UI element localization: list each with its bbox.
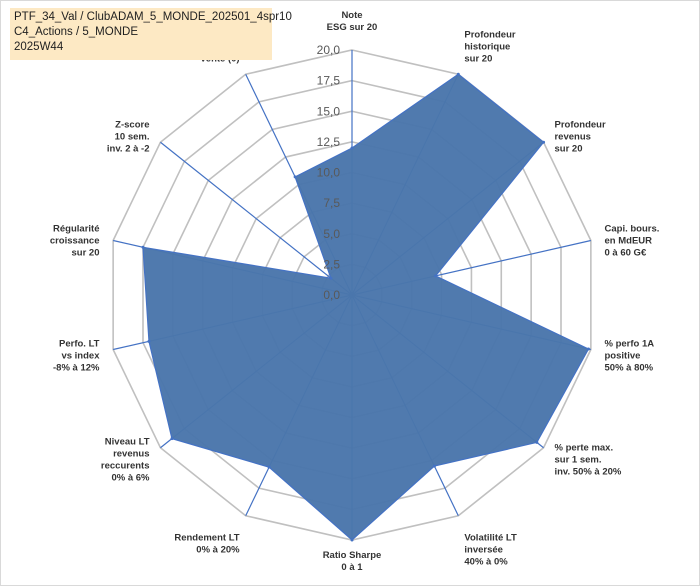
tick-label: 12,5 [317, 135, 341, 149]
tick-label: 10,0 [317, 166, 341, 180]
axis-label-line: historique [464, 42, 510, 53]
title-line-1: PTF_34_Val / ClubADAM_5_MONDE_202501_4sp… [14, 11, 292, 23]
axis-label-line: Z-score [115, 120, 149, 131]
axis-label-line: sur 20 [554, 144, 582, 155]
axis-label: Capi. bours. en MdEUR 0 à 60 G€ [605, 223, 660, 258]
axis-label: Z-score 10 sem. inv. 2 à -2 [107, 120, 150, 155]
data-point [456, 72, 460, 76]
axis-label-line: % perte max. [554, 442, 613, 453]
axis-label-line: Profondeur [464, 30, 515, 41]
axis-label: Niveau LT revenus reccurents 0% à 6% [101, 436, 150, 483]
data-point [141, 245, 145, 249]
radial-tick-labels: 0,0 2,5 5,0 7,5 10,0 12,5 15,0 17,5 20,0 [317, 43, 341, 302]
axis-label-line: revenus [554, 132, 590, 143]
axis-label-line: sur 20 [71, 247, 99, 258]
axis-label-line: revenus [113, 448, 149, 459]
axis-label: % perfo 1A positive 50% à 80% [605, 339, 655, 374]
axis-label-line: croissance [50, 235, 100, 246]
axis-label-line: 10 sem. [115, 132, 150, 143]
axis-label-line: % perfo 1A [605, 339, 655, 350]
axis-label: Perfo. LT vs index -8% à 12% [53, 339, 100, 374]
axis-label-line: Niveau LT [105, 436, 150, 447]
data-point [542, 140, 546, 144]
axis-label-line: reccurents [101, 460, 150, 471]
data-point [434, 274, 438, 278]
title-line-2: C4_Actions / 5_MONDE [14, 26, 138, 38]
axis-label-line: Volatilité LT [464, 532, 517, 543]
axis-label-line: 40% à 0% [464, 556, 508, 567]
axis-label-line: -8% à 12% [53, 363, 100, 374]
tick-label: 15,0 [317, 104, 341, 118]
data-point [350, 146, 354, 150]
data-point [293, 175, 297, 179]
axis-label-line: Ratio Sharpe [323, 550, 382, 561]
title-line-3: 2025W44 [14, 41, 64, 53]
series-area [142, 73, 590, 541]
axis-label-line: vs index [61, 351, 100, 362]
axis-label: Note ESG sur 20 [327, 10, 378, 33]
axis-label: Volatilité LT inversée 40% à 0% [464, 532, 517, 567]
chart-title-box: PTF_34_Val / ClubADAM_5_MONDE_202501_4sp… [10, 8, 292, 60]
axis-label-line: 0% à 6% [111, 472, 150, 483]
axis-label-line: Profondeur [554, 120, 605, 131]
radar-series [141, 72, 590, 542]
data-point [267, 465, 271, 469]
data-point [586, 347, 590, 351]
tick-label: 0,0 [323, 288, 340, 302]
tick-label: 20,0 [317, 43, 341, 57]
axis-label-line: Capi. bours. [605, 223, 660, 234]
axis-label-line: inversée [464, 544, 503, 555]
data-point [432, 464, 436, 468]
axis-label: Régularité croissance sur 20 [50, 223, 100, 258]
axis-label: Rendement LT 0% à 20% [174, 532, 240, 555]
axis-label-line: inv. 50% à 20% [554, 466, 621, 477]
data-point [535, 440, 539, 444]
axis-label-line: Rendement LT [174, 532, 239, 543]
axis-label-line: sur 20 [464, 54, 492, 65]
axis-label: Ratio Sharpe 0 à 1 [323, 550, 382, 573]
tick-label: 17,5 [317, 74, 341, 88]
tick-label: 7,5 [323, 196, 340, 210]
data-point [329, 276, 333, 280]
axis-label-line: sur 1 sem. [554, 454, 601, 465]
axis-label-line: 0 à 60 G€ [605, 247, 647, 258]
tick-label: 5,0 [323, 227, 340, 241]
axis-label-line: en MdEUR [605, 235, 653, 246]
axis-spoke [160, 141, 353, 296]
axis-label-line: ESG sur 20 [327, 22, 378, 33]
axis-label-line: Perfo. LT [59, 339, 100, 350]
tick-label: 2,5 [323, 257, 340, 271]
axis-label: Profondeur historique sur 20 [464, 30, 515, 65]
axis-label-line: 50% à 80% [605, 363, 654, 374]
axis-label: % perte max. sur 1 sem. inv. 50% à 20% [554, 442, 621, 477]
axis-label-line: 0 à 1 [341, 562, 363, 573]
data-point [147, 339, 151, 343]
axis-label-line: inv. 2 à -2 [107, 144, 150, 155]
data-point [170, 437, 174, 441]
data-point [350, 538, 354, 542]
axis-label: Profondeur revenus sur 20 [554, 120, 605, 155]
axis-label-line: positive [605, 351, 641, 362]
axis-label-line: Note [341, 10, 362, 21]
axis-label-line: Régularité [53, 223, 99, 234]
axis-label-line: 0% à 20% [196, 544, 240, 555]
